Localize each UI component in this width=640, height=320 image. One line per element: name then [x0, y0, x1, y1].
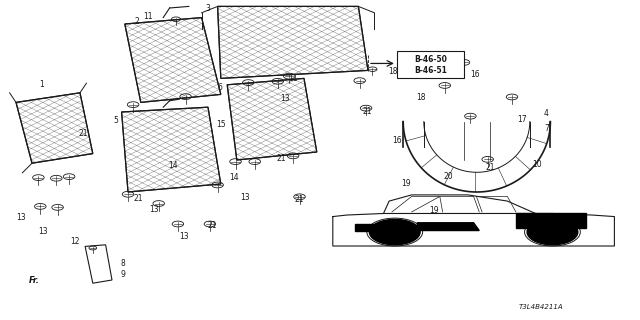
Text: B-46-51: B-46-51 [414, 66, 447, 75]
Text: 21: 21 [362, 107, 372, 116]
Text: 8: 8 [120, 259, 125, 268]
Text: 16: 16 [392, 136, 402, 145]
Text: 21: 21 [208, 221, 218, 230]
Text: 13: 13 [149, 205, 159, 214]
Polygon shape [16, 93, 93, 163]
Polygon shape [516, 213, 586, 228]
Text: 12: 12 [70, 237, 80, 246]
Text: 18: 18 [416, 93, 426, 102]
Text: 6: 6 [218, 83, 223, 92]
Text: 21: 21 [276, 154, 286, 163]
Text: 13: 13 [16, 213, 26, 222]
Text: 19: 19 [401, 179, 411, 188]
Text: 14: 14 [229, 173, 239, 182]
Polygon shape [417, 223, 479, 230]
Text: 21: 21 [133, 194, 143, 203]
Text: 3: 3 [205, 4, 210, 13]
Text: 17: 17 [517, 116, 527, 124]
Circle shape [527, 220, 578, 245]
Text: 10: 10 [532, 160, 542, 169]
Text: 11: 11 [288, 74, 298, 83]
Text: 11: 11 [143, 12, 152, 21]
Polygon shape [218, 6, 368, 78]
Text: Fr.: Fr. [29, 276, 40, 285]
Text: 21: 21 [485, 164, 495, 172]
Text: 13: 13 [179, 232, 189, 241]
Text: 21: 21 [78, 129, 88, 138]
Bar [397, 51, 464, 78]
Polygon shape [125, 18, 221, 102]
Text: 16: 16 [470, 70, 480, 79]
Text: 13: 13 [38, 227, 48, 236]
Text: 13: 13 [280, 94, 290, 103]
Text: 14: 14 [168, 161, 178, 170]
Text: 5: 5 [113, 116, 118, 125]
Text: 4: 4 [544, 109, 549, 118]
Polygon shape [355, 224, 389, 230]
Circle shape [369, 220, 420, 245]
Text: 20: 20 [444, 172, 453, 181]
Polygon shape [227, 78, 317, 160]
Polygon shape [122, 107, 221, 192]
Text: 15: 15 [216, 120, 226, 129]
Text: T3L4B4211A: T3L4B4211A [518, 304, 563, 310]
Text: 7: 7 [544, 124, 549, 133]
Text: 1: 1 [39, 80, 44, 89]
Text: 2: 2 [135, 17, 140, 26]
Text: 19: 19 [429, 206, 438, 215]
Text: 21: 21 [294, 195, 304, 204]
Text: 9: 9 [120, 270, 125, 279]
Text: 13: 13 [240, 193, 250, 202]
Text: 18: 18 [388, 67, 398, 76]
Text: B-46-50: B-46-50 [414, 55, 447, 64]
